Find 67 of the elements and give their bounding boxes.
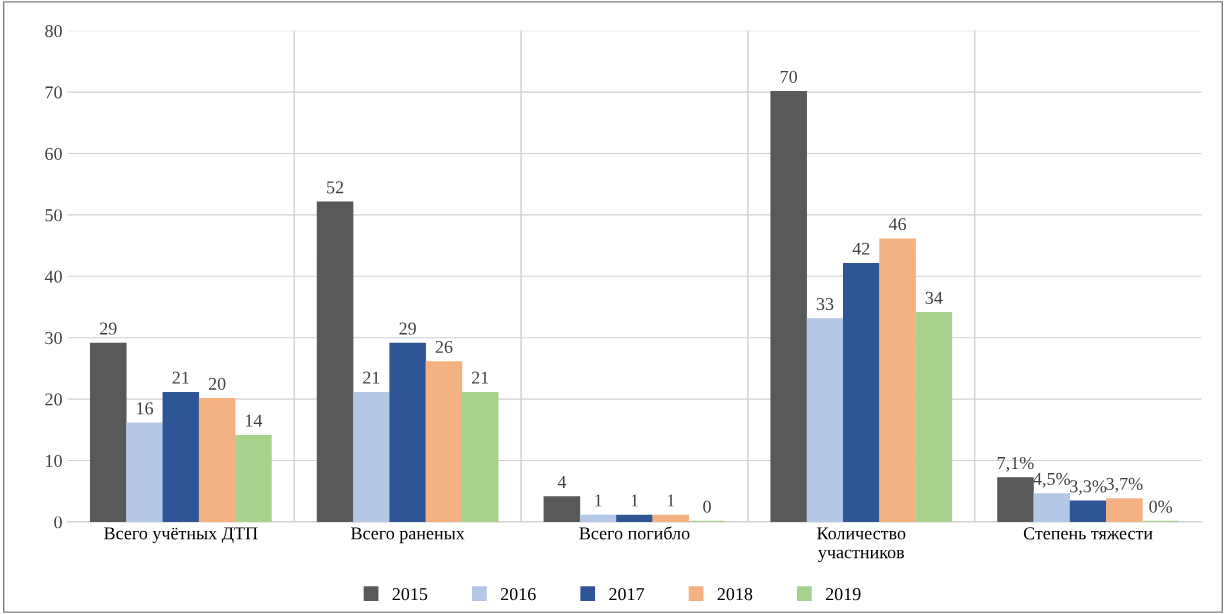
bar — [316, 201, 354, 522]
bar — [1106, 498, 1143, 522]
data-label: 7,1% — [997, 456, 1034, 472]
bar — [425, 361, 463, 522]
data-label: 21 — [471, 371, 489, 384]
data-label: 21 — [172, 371, 189, 384]
bar — [353, 391, 390, 522]
data-label: 1 — [595, 494, 602, 507]
bar — [770, 91, 807, 522]
legend-label: 2016 — [500, 588, 536, 601]
y-tick-label: 30 — [45, 331, 62, 345]
data-label: 1 — [631, 494, 638, 507]
bar — [162, 391, 200, 522]
data-label: 29 — [100, 322, 117, 335]
data-label: 70 — [780, 70, 798, 83]
bar — [997, 477, 1034, 522]
x-tick-label: Всего погибло — [579, 526, 690, 540]
legend-label: 2015 — [392, 588, 428, 601]
y-tick-label: 80 — [45, 24, 62, 38]
x-tick-label: Всего учётных ДТП — [104, 527, 258, 544]
legend-label: 2017 — [609, 588, 645, 601]
data-label: 0 — [703, 500, 711, 513]
data-label: 21 — [363, 371, 380, 384]
data-label: 52 — [327, 181, 344, 194]
data-label: 34 — [925, 291, 943, 304]
x-tick-label: Степень тяжести — [1023, 527, 1153, 540]
data-label: 14 — [245, 414, 263, 427]
data-label: 46 — [888, 218, 907, 231]
y-tick-label: 50 — [45, 209, 62, 222]
bar — [579, 514, 617, 522]
data-label: 0% — [1149, 500, 1173, 513]
data-label: 20 — [208, 377, 226, 390]
bar — [461, 391, 499, 522]
bar — [879, 238, 916, 522]
legend-label: 2019 — [825, 588, 861, 601]
legend-label: 2018 — [717, 588, 753, 601]
data-label: 4 — [557, 476, 567, 488]
bar — [89, 342, 127, 522]
bar — [652, 514, 690, 522]
y-tick-label: 60 — [45, 147, 62, 160]
data-label: 26 — [435, 340, 453, 354]
bar — [616, 514, 653, 522]
bar — [198, 398, 236, 522]
data-label: 29 — [399, 322, 416, 335]
bar — [543, 496, 581, 522]
bar — [235, 434, 272, 522]
x-tick-label: Количество участников — [817, 527, 906, 563]
bar — [1069, 500, 1107, 522]
bar — [915, 312, 953, 522]
y-tick-label: 40 — [44, 270, 62, 283]
y-tick-label: 20 — [45, 393, 62, 406]
y-tick-label: 0 — [54, 516, 62, 529]
bar — [842, 262, 880, 522]
data-label: 33 — [816, 297, 834, 311]
bar — [1033, 493, 1071, 522]
y-tick-label: 10 — [46, 454, 62, 467]
data-label: 42 — [852, 242, 870, 255]
data-label: 16 — [137, 402, 154, 415]
bar — [806, 318, 844, 522]
bar — [126, 422, 163, 522]
bar — [389, 342, 426, 522]
data-label: 3,7% — [1106, 477, 1143, 493]
data-label: 3,3% — [1070, 480, 1107, 496]
x-tick-label: Всего раненых — [351, 527, 465, 544]
data-label: 4,5% — [1033, 472, 1070, 488]
data-label: 1 — [667, 494, 675, 507]
y-tick-label: 70 — [45, 86, 62, 99]
